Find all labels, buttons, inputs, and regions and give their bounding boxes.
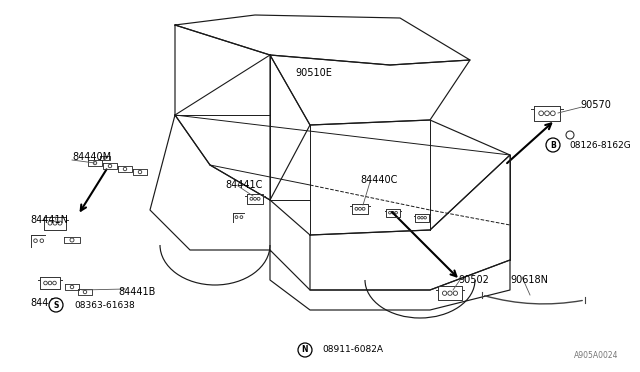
Circle shape [49,298,63,312]
FancyArrowPatch shape [507,124,551,163]
Text: 84441N: 84441N [30,215,68,225]
Text: 84440M: 84440M [72,152,111,162]
Circle shape [546,138,560,152]
FancyArrowPatch shape [392,212,456,276]
Text: 84440C: 84440C [360,175,397,185]
Text: N: N [301,346,308,355]
Circle shape [566,131,574,139]
Circle shape [298,343,312,357]
Text: 84441B: 84441B [118,287,156,297]
Text: 90618N: 90618N [510,275,548,285]
FancyArrowPatch shape [81,169,106,211]
Text: 84442: 84442 [30,298,61,308]
Text: 08911-6082A: 08911-6082A [322,346,383,355]
Text: 08126-8162G: 08126-8162G [569,141,631,150]
Text: 90510E: 90510E [295,68,332,78]
Text: 90502: 90502 [458,275,489,285]
Text: 08363-61638: 08363-61638 [74,301,135,310]
Text: 84441C: 84441C [225,180,262,190]
Text: A905A0024: A905A0024 [573,351,618,360]
Text: B: B [550,141,556,150]
Text: 90570: 90570 [580,100,611,110]
Text: S: S [53,301,59,310]
